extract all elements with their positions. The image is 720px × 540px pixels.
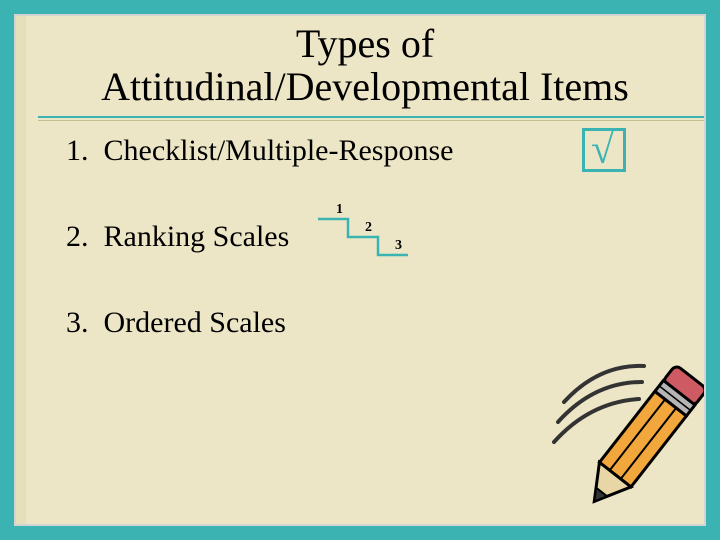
pencil-body <box>578 365 704 514</box>
stair-number-1: 1 <box>336 202 343 218</box>
slide-frame: Types of Attitudinal/Developmental Items… <box>14 14 706 526</box>
item-2-label: Ranking Scales <box>104 220 290 253</box>
pencil-clipart <box>544 344 704 524</box>
checkmark-icon: √ <box>591 128 614 172</box>
item-3: 3. Ordered Scales <box>66 306 694 340</box>
slide-title: Types of Attitudinal/Developmental Items <box>26 16 704 108</box>
item-1-label: Checklist/Multiple-Response <box>104 134 454 167</box>
item-1-number: 1. <box>66 134 89 167</box>
item-2-number: 2. <box>66 220 89 253</box>
title-underline <box>38 116 704 118</box>
item-3-label: Ordered Scales <box>104 306 286 339</box>
title-line-1: Types of <box>296 21 434 66</box>
pencil-svg <box>544 344 704 524</box>
ranking-stairs-graphic: 1 2 3 <box>318 206 438 266</box>
item-3-number: 3. <box>66 306 89 339</box>
stair-number-2: 2 <box>365 220 372 236</box>
stair-number-3: 3 <box>395 238 402 254</box>
checkmark-graphic: √ <box>582 128 632 178</box>
title-line-2: Attitudinal/Developmental Items <box>101 64 629 109</box>
